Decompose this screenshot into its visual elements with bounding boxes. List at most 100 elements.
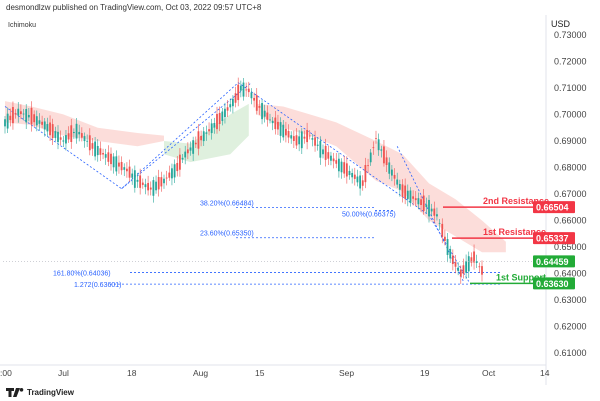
candle[interactable] xyxy=(165,177,168,179)
candle[interactable] xyxy=(126,168,128,172)
candle[interactable] xyxy=(438,222,441,224)
candle[interactable] xyxy=(314,137,316,146)
candle[interactable] xyxy=(396,179,399,185)
candle[interactable] xyxy=(473,251,475,263)
candle[interactable] xyxy=(255,95,258,111)
candle[interactable] xyxy=(271,120,274,124)
candle[interactable] xyxy=(147,182,149,191)
candle[interactable] xyxy=(229,104,232,108)
candle[interactable] xyxy=(367,165,369,167)
candle[interactable] xyxy=(131,173,134,178)
candle[interactable] xyxy=(277,121,279,130)
candle[interactable] xyxy=(149,187,152,190)
candle[interactable] xyxy=(224,108,226,118)
candle[interactable] xyxy=(91,143,94,149)
candle[interactable] xyxy=(107,152,110,162)
candle[interactable] xyxy=(292,136,295,141)
candle[interactable] xyxy=(33,114,36,123)
candle[interactable] xyxy=(239,85,242,91)
candle[interactable] xyxy=(393,174,396,179)
candle[interactable] xyxy=(65,135,67,144)
candle[interactable] xyxy=(83,136,86,142)
candle[interactable] xyxy=(73,131,75,134)
candle[interactable] xyxy=(414,198,417,201)
candle[interactable] xyxy=(324,145,327,160)
candle[interactable] xyxy=(102,152,104,155)
candle[interactable] xyxy=(6,113,9,129)
candle[interactable] xyxy=(274,117,277,130)
candle[interactable] xyxy=(263,110,266,117)
candle[interactable] xyxy=(62,140,65,142)
candle[interactable] xyxy=(221,111,224,122)
candle[interactable] xyxy=(176,162,179,172)
candle[interactable] xyxy=(375,138,377,139)
candle[interactable] xyxy=(465,261,467,273)
candle[interactable] xyxy=(12,107,14,124)
candle[interactable] xyxy=(308,135,311,137)
candle[interactable] xyxy=(194,142,197,145)
candle[interactable] xyxy=(120,162,123,171)
footer-logo[interactable]: TradingView xyxy=(6,386,74,398)
candle[interactable] xyxy=(78,131,81,135)
candle[interactable] xyxy=(332,158,335,162)
candle[interactable] xyxy=(57,131,59,143)
candle[interactable] xyxy=(9,115,12,121)
candle[interactable] xyxy=(300,131,303,149)
candle[interactable] xyxy=(35,116,38,126)
candle[interactable] xyxy=(285,128,287,136)
candle[interactable] xyxy=(218,112,221,124)
candle[interactable] xyxy=(70,125,73,143)
candle[interactable] xyxy=(112,156,115,168)
candle[interactable] xyxy=(449,248,452,259)
candle[interactable] xyxy=(353,174,356,179)
candle[interactable] xyxy=(110,153,112,165)
candle[interactable] xyxy=(295,135,298,146)
candle[interactable] xyxy=(171,168,173,179)
candle[interactable] xyxy=(279,122,282,136)
candle[interactable] xyxy=(441,223,444,237)
candle[interactable] xyxy=(17,108,20,116)
candle[interactable] xyxy=(253,97,255,101)
candle[interactable] xyxy=(20,111,22,115)
candle[interactable] xyxy=(430,208,433,212)
candle[interactable] xyxy=(287,130,290,138)
candle[interactable] xyxy=(412,196,414,199)
candle[interactable] xyxy=(104,154,107,158)
candle[interactable] xyxy=(261,103,263,120)
candle[interactable] xyxy=(451,255,454,265)
candle[interactable] xyxy=(454,262,457,267)
candle[interactable] xyxy=(80,133,83,138)
candle[interactable] xyxy=(139,175,142,188)
candle[interactable] xyxy=(94,141,96,157)
candle[interactable] xyxy=(4,119,6,127)
candle[interactable] xyxy=(30,107,33,125)
candle[interactable] xyxy=(237,84,240,101)
candle[interactable] xyxy=(197,131,200,149)
candle[interactable] xyxy=(475,261,478,263)
candle[interactable] xyxy=(200,135,202,141)
candle[interactable] xyxy=(168,172,171,178)
candle[interactable] xyxy=(250,92,253,99)
candle[interactable] xyxy=(422,195,425,211)
candle[interactable] xyxy=(75,123,78,139)
candle[interactable] xyxy=(41,121,43,125)
candle[interactable] xyxy=(420,199,422,206)
candle[interactable] xyxy=(340,161,343,173)
candle[interactable] xyxy=(163,178,165,184)
candle[interactable] xyxy=(478,266,481,268)
candle[interactable] xyxy=(247,88,250,93)
candle[interactable] xyxy=(205,132,208,134)
candle[interactable] xyxy=(327,152,330,159)
candle[interactable] xyxy=(404,185,407,199)
indicator-label[interactable]: Ichimoku xyxy=(8,22,37,29)
candle[interactable] xyxy=(234,93,237,103)
candle[interactable] xyxy=(86,140,89,142)
candle[interactable] xyxy=(462,265,465,274)
candle[interactable] xyxy=(481,266,483,275)
candle[interactable] xyxy=(192,140,195,154)
candle[interactable] xyxy=(361,180,364,186)
candle[interactable] xyxy=(282,124,285,138)
candle[interactable] xyxy=(245,89,248,91)
candle[interactable] xyxy=(377,139,380,151)
candle[interactable] xyxy=(467,256,470,272)
